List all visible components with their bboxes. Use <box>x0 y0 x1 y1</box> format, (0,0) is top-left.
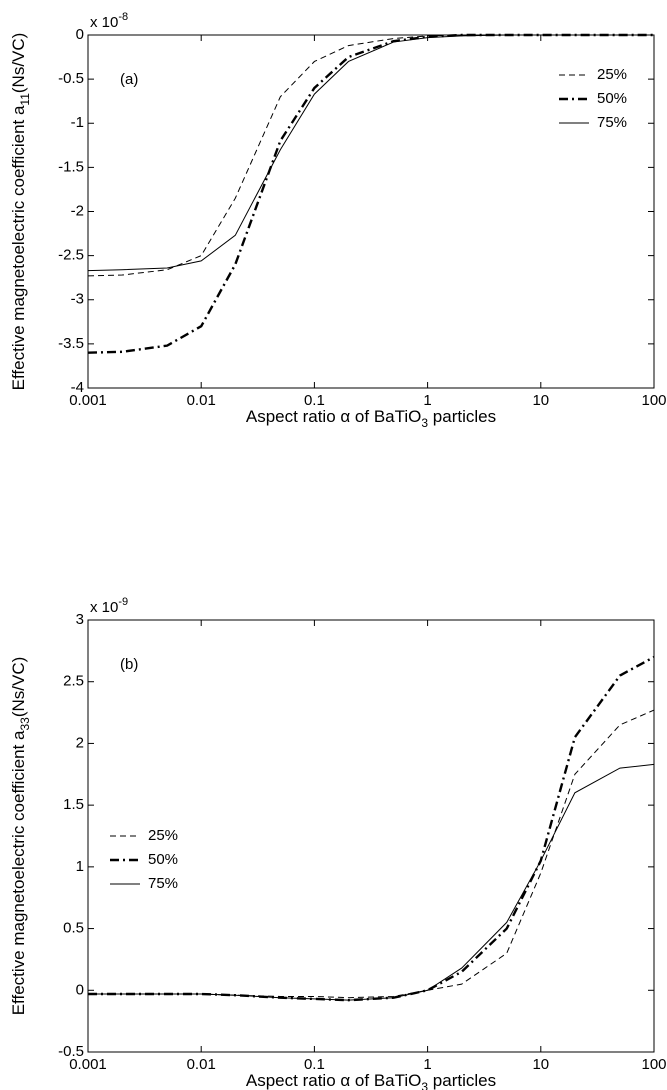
x-tick-label: 1 <box>423 1056 431 1073</box>
y-tick-label: -2.5 <box>58 247 84 264</box>
y-tick-label: -3.5 <box>58 335 84 352</box>
x-tick-label: 10 <box>532 1056 549 1073</box>
y-label-end: (Ns/VC) <box>9 33 28 93</box>
y-tick-label: 0 <box>76 981 84 998</box>
x-label-main: Aspect ratio α of BaTiO <box>246 1071 422 1090</box>
x-tick-label: 100 <box>641 1056 666 1073</box>
y-label-main: Effective magnetoelectric coefficient a <box>9 105 28 390</box>
plot-frame <box>87 619 655 1053</box>
series-line <box>87 34 654 272</box>
y-tick-label: 0 <box>76 26 84 43</box>
multiplier-base: x 10 <box>90 14 118 31</box>
axis-multiplier: x 10-8 <box>90 11 128 31</box>
multiplier-base: x 10 <box>90 599 118 616</box>
legend-label: 50% <box>597 90 627 107</box>
x-label-end: particles <box>428 407 496 426</box>
y-tick-label: 0.5 <box>63 920 84 937</box>
x-tick-label: 10 <box>532 392 549 409</box>
y-axis-label: Effective magnetoelectric coefficient a1… <box>9 33 32 391</box>
y-tick-label: 1 <box>76 858 84 875</box>
legend-label: 50% <box>148 851 178 868</box>
y-label-main: Effective magnetoelectric coefficient a <box>9 730 28 1015</box>
y-label-sub: 33 <box>18 717 32 731</box>
series-line <box>88 709 655 999</box>
y-tick-label: -3 <box>71 291 84 308</box>
x-tick-label: 0.001 <box>69 1056 107 1073</box>
legend-label: 75% <box>597 114 627 131</box>
plot-frame <box>87 34 655 389</box>
panel-label: (b) <box>120 656 138 673</box>
x-axis-label: Aspect ratio α of BaTiO3 particles <box>246 407 496 430</box>
x-tick-label: 0.01 <box>187 392 216 409</box>
x-tick-label: 1 <box>423 392 431 409</box>
series-line <box>87 33 654 354</box>
x-tick-label: 0.01 <box>187 1056 216 1073</box>
multiplier-exp: -9 <box>118 596 128 608</box>
y-tick-label: -0.5 <box>58 1043 84 1060</box>
legend-label: 25% <box>597 66 627 83</box>
x-label-sub: 3 <box>421 1080 428 1090</box>
panel-label: (a) <box>120 71 138 88</box>
axis-multiplier: x 10-9 <box>90 596 128 616</box>
x-tick-label: 100 <box>641 392 666 409</box>
y-axis-label: Effective magnetoelectric coefficient a3… <box>9 657 32 1016</box>
x-tick-label: 0.1 <box>304 392 325 409</box>
y-tick-label: 2.5 <box>63 673 84 690</box>
y-tick-label: -0.5 <box>58 70 84 87</box>
series-line <box>88 763 655 1001</box>
x-axis-label: Aspect ratio α of BaTiO3 particles <box>246 1071 496 1090</box>
x-label-end: particles <box>428 1071 496 1090</box>
x-tick-label: 0.001 <box>69 392 107 409</box>
legend-label: 75% <box>148 875 178 892</box>
y-label-end: (Ns/VC) <box>9 657 28 717</box>
x-label-main: Aspect ratio α of BaTiO <box>246 407 422 426</box>
y-tick-label: 3 <box>76 611 84 628</box>
legend-label: 25% <box>148 827 178 844</box>
multiplier-exp: -8 <box>118 11 128 23</box>
y-label-sub: 11 <box>18 93 32 106</box>
y-tick-label: 1.5 <box>63 796 84 813</box>
x-label-sub: 3 <box>421 416 428 430</box>
y-tick-label: -1.5 <box>58 158 84 175</box>
x-tick-label: 0.1 <box>304 1056 325 1073</box>
y-tick-label: -1 <box>71 114 84 131</box>
y-tick-label: -2 <box>71 202 84 219</box>
y-tick-label: -4 <box>71 379 84 396</box>
y-tick-label: 2 <box>76 734 84 751</box>
series-line <box>87 34 654 277</box>
